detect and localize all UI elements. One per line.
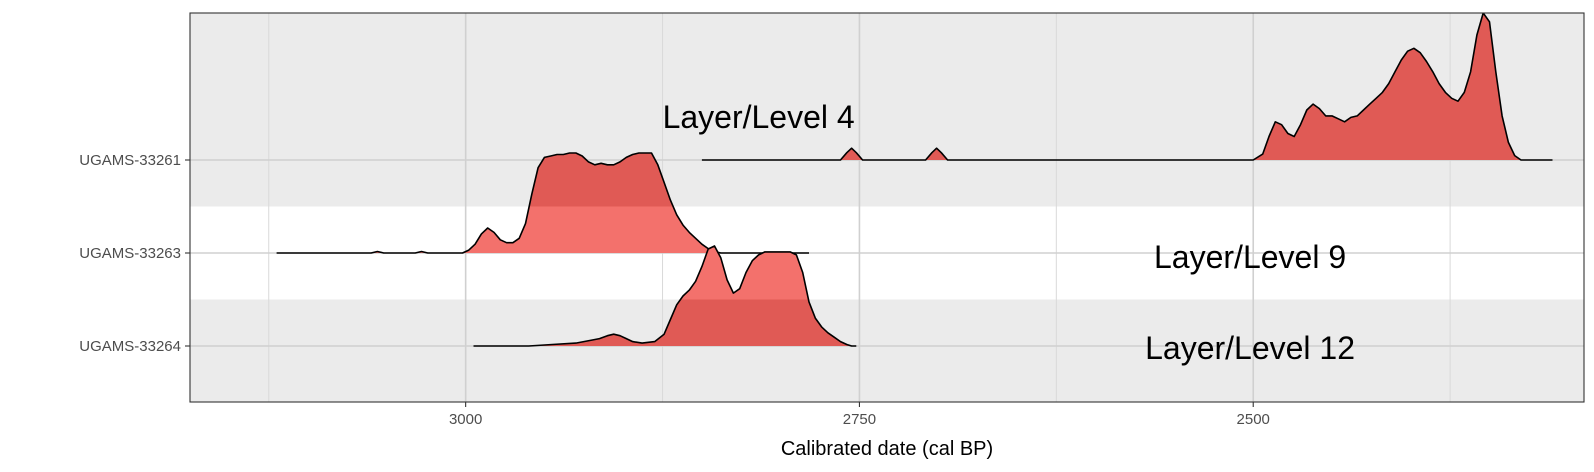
y-axis: UGAMS-33261 UGAMS-33263 UGAMS-33264 xyxy=(79,152,190,355)
ridge-UGAMS-33264 xyxy=(473,245,857,347)
y-tick-label: UGAMS-33261 xyxy=(79,152,181,169)
layer-annotation: Layer/Level 12 xyxy=(1145,330,1355,366)
annotations: Layer/Level 4 Layer/Level 9 Layer/Level 12 xyxy=(663,99,1355,366)
x-axis: 3000 2750 2500 xyxy=(449,402,1270,428)
row-band xyxy=(190,299,1584,402)
row-band xyxy=(190,13,1584,207)
x-axis-title: Calibrated date (cal BP) xyxy=(781,438,993,460)
ridge-line xyxy=(701,13,1553,161)
ridge-UGAMS-33261 xyxy=(701,13,1553,161)
plot-panel xyxy=(190,13,1584,402)
layer-annotation: Layer/Level 4 xyxy=(663,99,855,135)
y-tick-label: UGAMS-33264 xyxy=(79,338,181,355)
density-ridges xyxy=(276,13,1553,347)
x-tick-label: 3000 xyxy=(449,411,482,428)
plot-border xyxy=(189,12,1585,403)
layer-annotation: Layer/Level 9 xyxy=(1154,239,1346,275)
ridge-UGAMS-33263 xyxy=(276,152,810,254)
y-tick-label: UGAMS-33263 xyxy=(79,245,181,262)
ridge-fill-shaded xyxy=(701,13,1553,160)
x-tick-label: 2750 xyxy=(843,411,876,428)
ridge-line xyxy=(276,152,809,254)
x-tick-label: 2500 xyxy=(1237,411,1270,428)
ridge-line xyxy=(473,245,857,347)
